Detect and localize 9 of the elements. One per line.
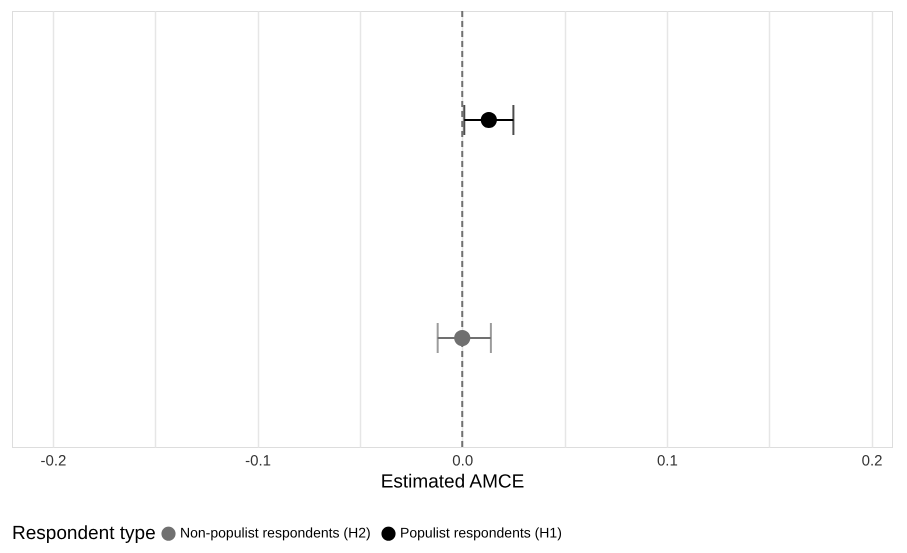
x-axis-title: Estimated AMCE bbox=[380, 472, 524, 492]
legend-title: Respondent type bbox=[12, 523, 156, 544]
x-tick-label: 0.1 bbox=[656, 452, 678, 470]
x-tick-label: 0.0 bbox=[452, 452, 474, 470]
x-tick-label: -0.2 bbox=[40, 452, 66, 470]
x-tick-label: -0.1 bbox=[245, 452, 272, 470]
legend-label: Non-populist respondents (H2) bbox=[180, 524, 371, 541]
legend-label: Populist respondents (H1) bbox=[400, 524, 562, 541]
x-tick-label: 0.2 bbox=[862, 452, 882, 470]
